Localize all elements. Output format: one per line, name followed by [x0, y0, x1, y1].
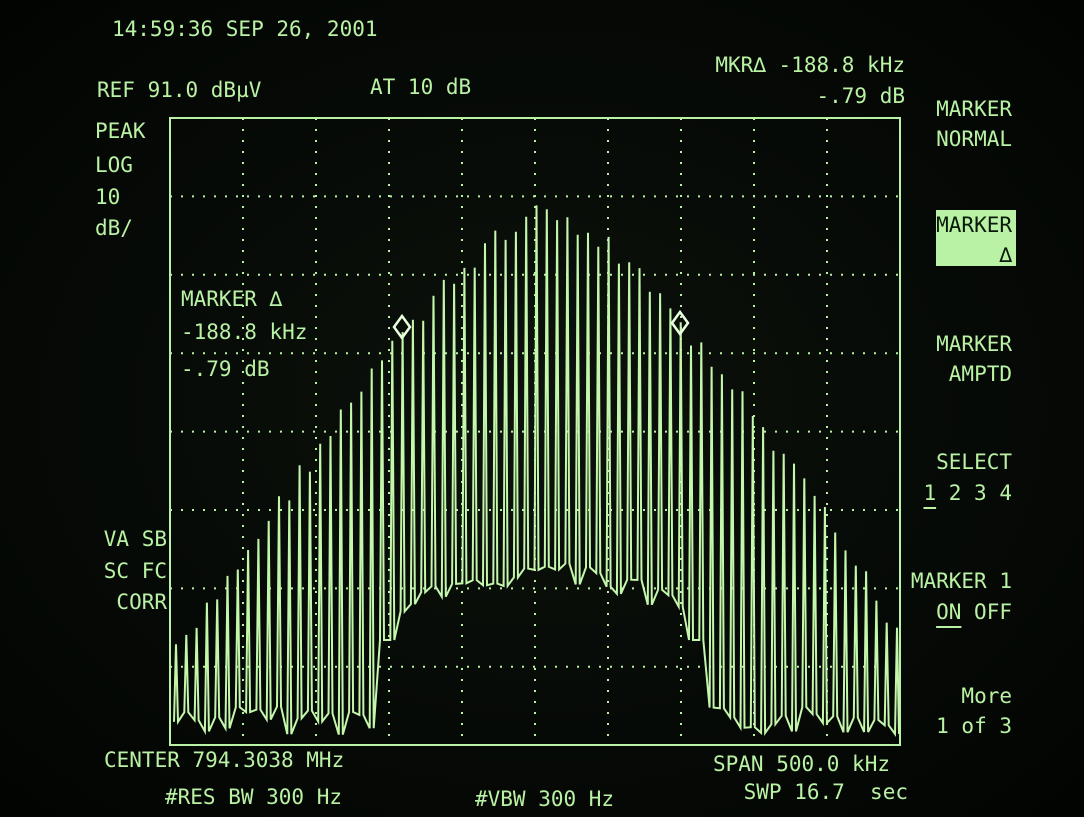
softkey-label: MARKER [936, 213, 1012, 237]
timestamp: 14:59:36 SEP 26, 2001 [112, 17, 378, 41]
marker-diamonds [392, 309, 690, 341]
correction-label: SC FC [104, 559, 167, 583]
marker-annotation: MARKER ∆ [181, 287, 283, 311]
scale-label: LOG [95, 153, 133, 177]
attenuation: AT 10 dB [370, 75, 471, 99]
softkey-label: AMPTD [949, 362, 1012, 386]
softkey[interactable]: MARKER NORMAL [936, 97, 1012, 151]
softkey-label: More [961, 684, 1012, 708]
softkey-highlight [936, 210, 1016, 266]
softkey-label: MARKER 1 [911, 569, 1012, 593]
spectrum-trace [173, 205, 900, 738]
marker-diamond [670, 309, 690, 337]
softkey-option: ON [936, 600, 961, 624]
softkey[interactable]: MARKER ∆ [936, 210, 1016, 267]
marker-annotation: -188.8 kHz [181, 320, 307, 344]
marker-delta: MKR∆ -188.8 kHz [715, 53, 905, 77]
softkey-label: 1 of 3 [936, 714, 1012, 738]
softkey-option: 2 [949, 481, 962, 505]
softkey-option: OFF [974, 600, 1012, 624]
softkey-option: 4 [999, 481, 1012, 505]
video-bandwidth: #VBW 300 Hz [475, 787, 614, 811]
span: SPAN 500.0 kHz [713, 752, 890, 776]
softkey-label: NORMAL [936, 127, 1012, 151]
marker-annotation: -.79 dB [181, 357, 270, 381]
softkey-option: 3 [974, 481, 987, 505]
softkey-label: SELECT [936, 450, 1012, 474]
detector: PEAK [95, 119, 146, 143]
marker-diamond [392, 313, 412, 341]
scale-label: dB/ [95, 216, 133, 240]
correction-label: CORR [116, 590, 167, 614]
marker-amplitude: -.79 dB [816, 84, 905, 108]
softkey-label: ∆ [998, 243, 1012, 267]
correction-label: VA SB [104, 527, 167, 551]
reference-level: REF 91.0 dBµV [97, 78, 262, 102]
scale-label: 10 [95, 185, 120, 209]
center-frequency: CENTER 794.3038 MHz [104, 748, 344, 772]
softkey-column: MARKERNORMALMARKER∆MARKERAMPTDSELECT4321… [911, 97, 1016, 738]
resolution-bandwidth: #RES BW 300 Hz [165, 785, 342, 809]
softkey[interactable]: More 1 of 3 [936, 684, 1012, 738]
softkey[interactable]: MARKER 1 OFF ON [911, 569, 1012, 628]
softkey-label: MARKER [936, 97, 1012, 121]
sweep-time: SWP 16.7 sec [744, 780, 908, 804]
softkey-label: MARKER [936, 332, 1012, 356]
softkey-option: 1 [923, 481, 936, 505]
softkey[interactable]: MARKER AMPTD [936, 332, 1012, 386]
